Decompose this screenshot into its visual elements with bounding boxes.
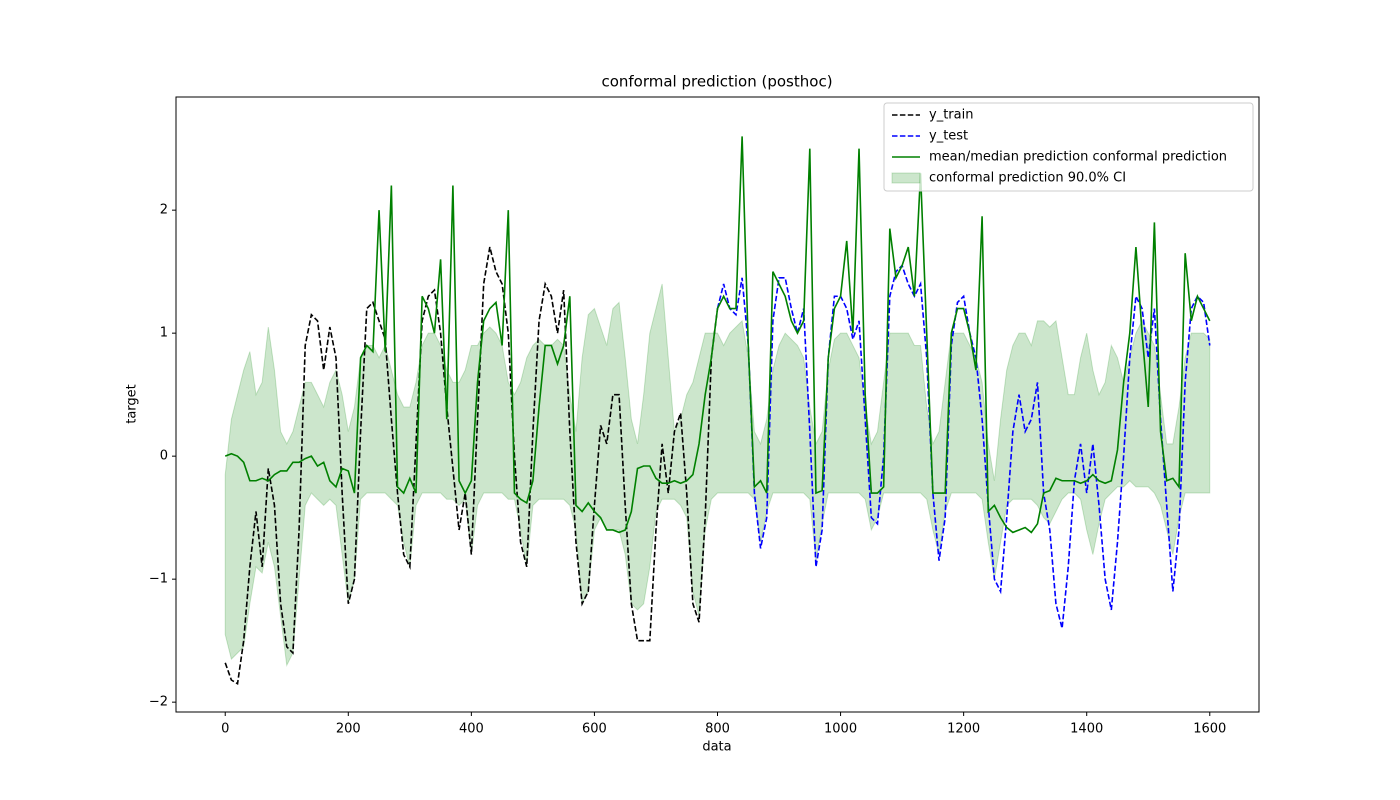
x-tick-label: 0 [221,722,229,737]
x-tick-label: 1600 [1193,722,1226,737]
plot-area [224,136,1211,686]
series-line [224,246,719,686]
series-line [716,264,1211,629]
legend: y_train y_test mean/median prediction conf… [883,102,1254,192]
x-tick-label: 1200 [947,722,980,737]
y-tick-label: −2 [149,695,168,710]
y-tick-label: 0 [160,449,168,464]
legend-label: y_train [929,108,973,123]
y-axis-label: target [125,384,140,424]
x-tick-label: 400 [459,722,484,737]
chart-title: conformal prediction (posthoc) [601,73,832,91]
x-tick-label: 1400 [1070,722,1103,737]
legend-swatch [891,172,921,184]
series-line [224,136,1211,534]
y-tick-label: 2 [160,203,168,218]
x-tick-label: 1000 [824,722,857,737]
legend-label: y_test [929,129,968,144]
y-tick-label: −1 [149,572,168,587]
legend-box [883,102,1254,192]
x-tick-label: 600 [582,722,607,737]
legend-label: conformal prediction 90.0% CI [929,171,1126,186]
y-tick-label: 1 [160,326,168,341]
x-axis-label: data [702,740,731,755]
confidence-band [224,283,1211,667]
x-tick-label: 200 [336,722,361,737]
legend-label: mean/median prediction conformal predict… [929,150,1227,165]
x-tick-label: 800 [705,722,730,737]
